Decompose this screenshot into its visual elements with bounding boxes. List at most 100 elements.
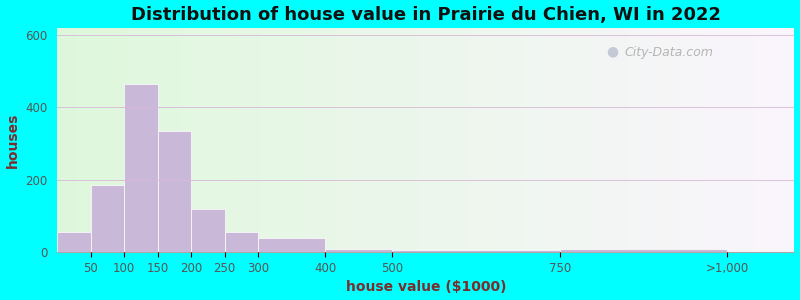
Bar	[267, 28, 271, 252]
Bar	[168, 28, 171, 252]
Bar	[348, 28, 352, 252]
Bar	[293, 28, 297, 252]
Bar	[352, 28, 356, 252]
Bar	[400, 28, 404, 252]
Bar	[374, 28, 378, 252]
Bar	[263, 28, 267, 252]
Bar	[396, 28, 400, 252]
Bar	[790, 28, 794, 252]
Bar	[426, 28, 430, 252]
Bar	[647, 28, 650, 252]
Bar	[256, 28, 260, 252]
Bar	[684, 28, 687, 252]
Bar	[610, 28, 614, 252]
Bar	[666, 28, 669, 252]
Bar	[378, 28, 382, 252]
Bar	[338, 28, 341, 252]
Bar	[190, 28, 194, 252]
Bar	[160, 28, 164, 252]
Bar	[762, 28, 765, 252]
Bar	[414, 28, 418, 252]
Bar	[562, 28, 566, 252]
Bar	[772, 28, 776, 252]
Bar	[57, 232, 90, 252]
Bar	[386, 28, 389, 252]
Bar	[334, 28, 338, 252]
Bar	[212, 28, 216, 252]
Bar	[278, 28, 282, 252]
Bar	[186, 28, 190, 252]
Bar	[677, 28, 680, 252]
Bar	[702, 28, 706, 252]
Bar	[618, 28, 621, 252]
Bar	[260, 28, 263, 252]
Bar	[366, 28, 370, 252]
Bar	[441, 28, 444, 252]
Bar	[238, 28, 242, 252]
Bar	[75, 28, 79, 252]
Bar	[123, 28, 127, 252]
Bar	[83, 28, 86, 252]
Bar	[112, 28, 116, 252]
Bar	[724, 28, 728, 252]
Bar	[411, 28, 414, 252]
Bar	[208, 28, 212, 252]
Bar	[433, 28, 437, 252]
Bar	[478, 28, 481, 252]
Bar	[470, 28, 474, 252]
Bar	[714, 28, 717, 252]
Bar	[787, 28, 790, 252]
Bar	[485, 28, 489, 252]
Bar	[225, 232, 258, 252]
Bar	[389, 28, 393, 252]
Bar	[489, 28, 492, 252]
Bar	[536, 28, 540, 252]
Bar	[68, 28, 72, 252]
Bar	[776, 28, 780, 252]
Bar	[326, 249, 392, 252]
Bar	[194, 28, 197, 252]
Bar	[182, 28, 186, 252]
Bar	[717, 28, 721, 252]
Bar	[735, 28, 739, 252]
Bar	[518, 28, 522, 252]
Bar	[632, 28, 636, 252]
Bar	[780, 28, 783, 252]
Bar	[507, 28, 510, 252]
Bar	[127, 28, 131, 252]
Bar	[98, 28, 102, 252]
Bar	[529, 28, 533, 252]
Bar	[481, 28, 485, 252]
Bar	[750, 28, 754, 252]
Text: ●: ●	[606, 45, 618, 59]
Bar	[330, 28, 334, 252]
Bar	[90, 185, 124, 252]
Bar	[157, 28, 160, 252]
Bar	[643, 28, 647, 252]
Bar	[138, 28, 142, 252]
Bar	[393, 28, 396, 252]
Bar	[448, 28, 451, 252]
Bar	[602, 28, 606, 252]
Bar	[547, 28, 551, 252]
Bar	[407, 28, 411, 252]
Bar	[466, 28, 470, 252]
Y-axis label: houses: houses	[6, 112, 19, 168]
Bar	[326, 28, 330, 252]
Bar	[754, 28, 758, 252]
Bar	[201, 28, 205, 252]
Bar	[560, 248, 727, 252]
Bar	[584, 28, 588, 252]
Bar	[743, 28, 746, 252]
Bar	[253, 28, 256, 252]
Bar	[57, 28, 61, 252]
Bar	[109, 28, 112, 252]
Bar	[205, 28, 208, 252]
Bar	[533, 28, 536, 252]
Bar	[728, 28, 732, 252]
Bar	[496, 28, 499, 252]
Bar	[691, 28, 695, 252]
Bar	[739, 28, 743, 252]
Bar	[698, 28, 702, 252]
Bar	[124, 84, 158, 252]
